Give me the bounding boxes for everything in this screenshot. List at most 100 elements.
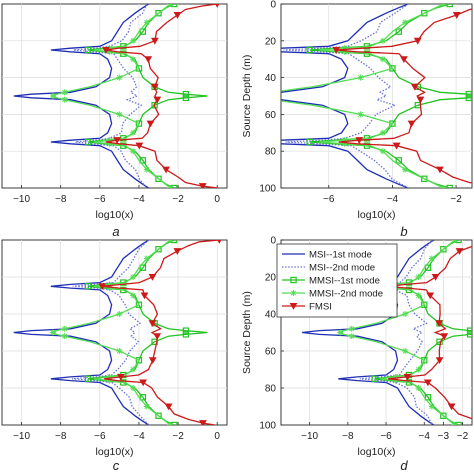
data-marker <box>167 185 174 188</box>
data-marker <box>403 373 412 381</box>
data-marker <box>135 65 143 72</box>
data-marker <box>424 264 432 271</box>
y-tick-label: 20 <box>265 273 277 284</box>
data-marker <box>348 325 355 332</box>
data-marker <box>143 166 150 173</box>
data-marker <box>421 10 428 17</box>
data-marker <box>49 329 56 336</box>
y-tick-label: 40 <box>265 73 277 84</box>
data-marker <box>371 375 378 382</box>
data-marker <box>173 12 182 19</box>
chart-panel-a: −10 −8 −6 −4 −2 0 log10(x) <box>1 3 228 221</box>
x-tick-label: −4 <box>133 431 145 442</box>
data-marker <box>465 94 472 102</box>
series-group <box>13 4 220 188</box>
grid-lines <box>2 240 227 425</box>
data-marker <box>436 166 444 174</box>
data-marker <box>150 37 159 45</box>
y-tick-label: 0 <box>270 0 276 11</box>
data-marker <box>400 56 408 64</box>
data-marker <box>440 4 447 7</box>
series-line <box>13 240 150 425</box>
chart-panel-b: −6 −4 −2 0 20 40 60 80 100 log10(x) Source Depth (… <box>241 0 473 221</box>
x-tick-label: −10 <box>13 194 30 205</box>
y-tick-label: 40 <box>265 310 277 321</box>
x-axis-label: log10(x) <box>358 209 396 221</box>
data-marker <box>155 10 162 17</box>
data-marker <box>428 403 435 410</box>
series-line <box>105 4 219 188</box>
data-marker <box>130 129 137 136</box>
panel-caption: d <box>400 458 408 473</box>
data-marker <box>130 292 137 299</box>
legend-entry: FMSI <box>309 302 332 313</box>
data-marker <box>306 138 313 146</box>
data-marker <box>415 366 422 373</box>
data-marker <box>395 28 402 35</box>
data-marker <box>135 301 143 308</box>
data-marker <box>170 240 178 244</box>
data-marker <box>173 248 182 255</box>
legend-entry: MMSI--1st mode <box>309 276 380 287</box>
data-marker <box>155 175 162 182</box>
x-tick-label: 0 <box>214 194 220 205</box>
legend-marker <box>290 276 297 284</box>
data-marker <box>148 320 157 328</box>
x-tick-label: −4 <box>419 431 431 442</box>
data-marker <box>402 19 409 26</box>
grid-lines <box>281 4 472 188</box>
data-marker <box>116 311 123 317</box>
data-marker <box>116 74 123 81</box>
y-tick-label: 60 <box>265 347 277 358</box>
data-marker <box>116 348 123 354</box>
data-marker <box>426 292 435 300</box>
data-marker <box>153 96 162 104</box>
plot-area <box>1 239 228 426</box>
data-marker <box>130 56 137 63</box>
x-tick-label: −10 <box>13 431 30 442</box>
data-marker <box>407 120 416 128</box>
data-marker <box>84 375 92 382</box>
data-marker <box>357 111 364 118</box>
data-marker <box>392 142 401 150</box>
data-marker <box>466 327 472 334</box>
data-marker <box>155 412 162 419</box>
series-line <box>336 8 472 184</box>
series-line <box>281 4 409 188</box>
data-marker <box>421 175 428 182</box>
data-marker <box>139 379 148 387</box>
data-marker <box>402 348 409 354</box>
data-marker <box>402 311 409 317</box>
panel-caption: b <box>400 224 407 239</box>
data-marker <box>130 37 137 44</box>
data-marker <box>113 137 121 144</box>
x-axis-label: log10(x) <box>96 446 134 458</box>
data-marker <box>440 185 447 188</box>
data-marker <box>440 333 449 341</box>
data-marker <box>162 166 170 174</box>
panel-caption: a <box>112 224 119 239</box>
data-marker <box>61 325 68 332</box>
data-marker <box>447 403 456 411</box>
x-tick-label: −3 <box>438 431 450 442</box>
x-tick-label: −4 <box>133 194 145 205</box>
x-tick-label: −2 <box>172 431 184 442</box>
series-line <box>387 245 472 420</box>
data-marker <box>268 89 274 95</box>
data-marker <box>182 94 190 102</box>
data-marker <box>435 357 444 365</box>
data-marker <box>84 138 92 146</box>
x-tick-label: −6 <box>323 194 335 205</box>
data-marker <box>61 96 68 103</box>
data-marker <box>130 385 137 391</box>
data-marker <box>415 385 422 391</box>
data-marker <box>402 166 409 173</box>
data-marker <box>98 283 107 291</box>
data-marker <box>446 4 453 8</box>
y-tick-label: 0 <box>270 236 276 247</box>
data-marker <box>140 292 149 300</box>
x-tick-label: −4 <box>387 194 399 205</box>
data-marker <box>150 83 159 91</box>
data-marker <box>389 120 396 127</box>
